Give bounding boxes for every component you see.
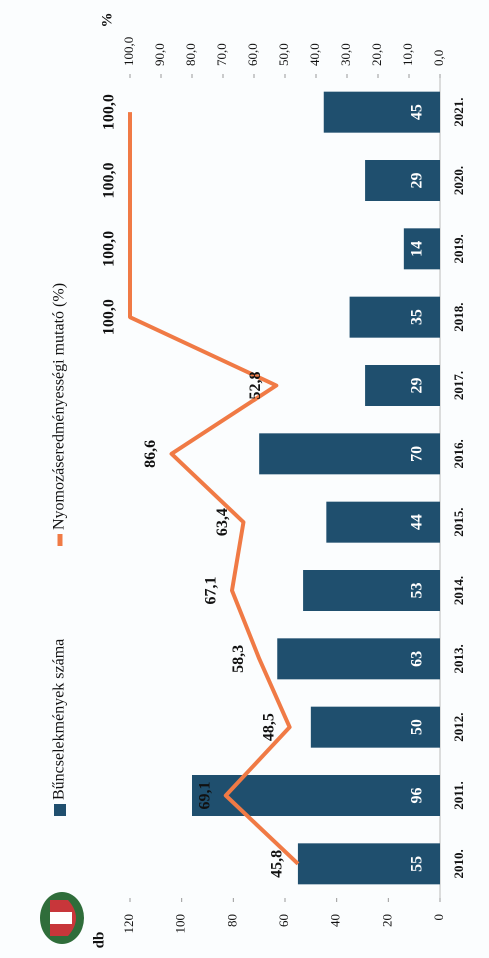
bar [323, 91, 440, 133]
line-value-label: 86,6 [142, 440, 159, 468]
bar-value-label: 50 [409, 719, 426, 735]
line-value-label: 58,3 [230, 645, 247, 673]
bar [297, 843, 440, 885]
bar [259, 433, 440, 475]
line-value-label: 100,0 [101, 163, 118, 199]
bar [310, 706, 441, 748]
y-tick-label: 20 [379, 914, 394, 927]
x-tick-label: 2011. [451, 781, 466, 810]
bar-value-label: 96 [409, 788, 426, 804]
y-tick-label: 0 [431, 914, 446, 921]
bar [192, 775, 440, 816]
bar-value-label: 35 [409, 309, 426, 325]
y2-tick-label: 50,0 [276, 43, 291, 66]
bar [349, 296, 441, 338]
line-value-label: 45,8 [269, 850, 286, 878]
line-value-label: 67,1 [203, 577, 220, 605]
y-tick-label: 60 [276, 914, 291, 927]
line-value-label: 63,4 [214, 508, 231, 536]
logo [40, 892, 84, 944]
bar-value-label: 63 [409, 651, 426, 667]
y-axis-label: db [91, 932, 107, 949]
y2-tick-label: 20,0 [369, 43, 384, 66]
y2-tick-label: 10,0 [400, 43, 415, 66]
bar [303, 570, 441, 611]
bar [326, 501, 441, 543]
y-tick-label: 40 [328, 914, 343, 927]
x-tick-label: 2010. [451, 849, 466, 878]
y2-tick-label: 40,0 [307, 43, 322, 66]
line-value-label: 48,5 [260, 713, 277, 741]
bar-value-label: 14 [409, 241, 426, 257]
x-tick-label: 2017. [451, 371, 466, 400]
x-tick-label: 2015. [451, 508, 466, 537]
bar [403, 228, 441, 270]
legend-label: Bűncselekmények száma [51, 639, 68, 800]
bar-value-label: 29 [409, 173, 426, 189]
bar [365, 365, 441, 406]
x-tick-label: 2012. [451, 713, 466, 742]
x-tick-label: 2016. [451, 439, 466, 468]
x-tick-label: 2021. [451, 98, 466, 127]
y2-tick-label: 60,0 [245, 43, 260, 66]
y2-tick-label: 70,0 [214, 43, 229, 66]
x-tick-label: 2019. [451, 234, 466, 263]
x-tick-label: 2013. [451, 644, 466, 673]
legend-label: Nyomozáseredményességi mutató (%) [51, 283, 68, 530]
bar-value-label: 70 [409, 446, 426, 462]
y-tick-label: 100 [173, 914, 188, 934]
y2-axis-label: % [99, 13, 115, 28]
bar-value-label: 53 [409, 583, 426, 599]
line [128, 112, 300, 866]
bar [277, 638, 440, 680]
line-value-label: 100,0 [101, 299, 118, 335]
y-tick-label: 80 [224, 914, 239, 927]
x-tick-label: 2020. [451, 166, 466, 195]
bar [365, 160, 441, 201]
y-tick-label: 120 [121, 914, 136, 934]
bar-value-label: 55 [409, 856, 426, 872]
bar-value-label: 29 [409, 378, 426, 394]
x-tick-label: 2014. [451, 576, 466, 605]
bar-value-label: 44 [409, 514, 426, 530]
y2-tick-label: 0,0 [431, 50, 446, 66]
legend-swatch [54, 804, 66, 816]
line-value-label: 52,8 [247, 372, 264, 400]
bar-value-label: 45 [409, 104, 426, 120]
x-tick-label: 2018. [451, 303, 466, 332]
y2-tick-label: 30,0 [338, 43, 353, 66]
y2-tick-label: 100,0 [121, 37, 136, 66]
line-value-label: 69,1 [196, 782, 213, 810]
y2-tick-label: 90,0 [152, 43, 167, 66]
line-value-label: 100,0 [101, 231, 118, 267]
y2-tick-label: 80,0 [183, 43, 198, 66]
line-value-label: 100,0 [101, 94, 118, 130]
chart-body: db% 0 20 40 60 80 100 120 0,0 10,0 20,0 30,0 40,0 50,… [40, 13, 466, 949]
